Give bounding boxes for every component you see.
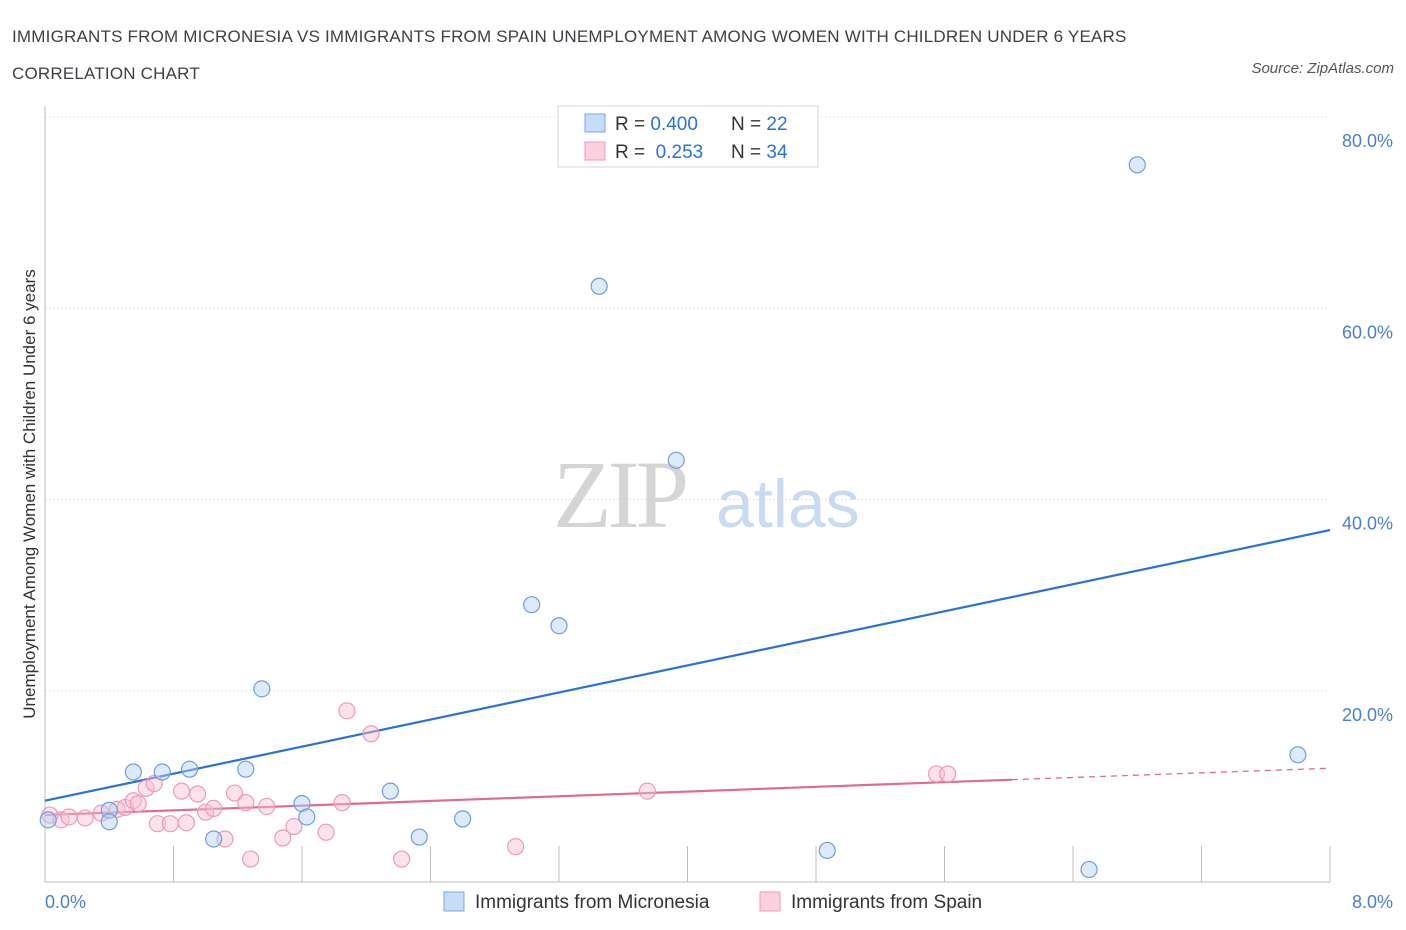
legend-swatch-spain (584, 141, 606, 161)
data-point-spain (137, 779, 155, 797)
data-point-spain (317, 823, 335, 841)
data-point-spain (205, 799, 223, 817)
data-point-spain (638, 782, 656, 800)
r-label-1: R = (615, 114, 650, 135)
bottom-legend-label-micronesia: Immigrants from Micronesia (475, 892, 710, 913)
data-point-micronesia (1080, 860, 1098, 879)
y-tick-label: 80.0% (1342, 131, 1393, 151)
data-point-spain (939, 765, 957, 783)
data-point-spain (285, 817, 303, 836)
data-point-spain (188, 785, 207, 803)
n-value-1: 22 (766, 114, 787, 135)
data-point-micronesia (298, 808, 316, 826)
watermark-zip: ZIP (553, 441, 686, 548)
axes (44, 106, 1331, 883)
r-value-1: 0.400 (650, 114, 698, 135)
y-tick-label: 20.0% (1342, 705, 1393, 725)
data-point-spain (161, 815, 179, 833)
data-point-spain (333, 794, 351, 812)
data-point-micronesia (237, 760, 255, 778)
data-point-micronesia (180, 760, 199, 778)
data-point-micronesia (410, 828, 428, 846)
bottom-legend: Immigrants from Micronesia Immigrants fr… (443, 891, 982, 913)
svg-text:N = 22: N = 22 (731, 114, 788, 135)
data-point-spain (242, 850, 260, 868)
bottom-legend-label-spain: Immigrants from Spain (791, 892, 982, 913)
data-points (39, 156, 1307, 879)
data-point-micronesia (454, 810, 472, 828)
bottom-legend-swatch-micronesia (443, 891, 465, 912)
svg-text:R = 0.253: R = 0.253 (615, 142, 703, 163)
n-value-2: 34 (766, 142, 788, 163)
tick-labels: 20.0% 40.0% 60.0% 80.0% 0.0% 8.0% (45, 131, 1393, 912)
data-point-spain (197, 803, 215, 821)
data-point-spain (274, 829, 292, 847)
data-point-micronesia (550, 617, 568, 635)
data-point-micronesia (381, 782, 399, 800)
data-point-micronesia (667, 451, 685, 469)
data-point-spain (148, 815, 167, 833)
data-point-spain (225, 784, 244, 802)
chart-title: IMMIGRANTS FROM MICRONESIA VS IMMIGRANTS… (12, 27, 1127, 83)
y-axis-label: Unemployment Among Women with Children U… (20, 269, 39, 718)
r-value-2: 0.253 (650, 142, 703, 163)
data-point-micronesia (1289, 746, 1307, 764)
data-point-spain (362, 725, 380, 743)
legend-swatch-micronesia (584, 113, 606, 133)
data-point-micronesia (100, 813, 118, 831)
trend-lines (44, 529, 1331, 817)
y-tick-label: 60.0% (1342, 322, 1393, 342)
grid-lines (45, 116, 1330, 692)
data-point-spain (392, 850, 411, 868)
source-label: Source: ZipAtlas.com (1251, 60, 1394, 77)
data-point-spain (237, 794, 255, 812)
data-point-micronesia (590, 277, 608, 295)
data-point-micronesia (293, 794, 311, 813)
data-point-spain (124, 792, 142, 810)
data-point-spain (338, 702, 356, 720)
data-point-micronesia (39, 811, 57, 829)
watermark: ZIP atlas (553, 441, 860, 548)
data-point-spain (177, 814, 195, 832)
bottom-legend-swatch-spain (759, 891, 781, 912)
watermark-atlas: atlas (716, 466, 860, 542)
n-label-1: N = (731, 114, 766, 135)
data-point-micronesia (124, 763, 142, 781)
y-tick-label: 40.0% (1342, 514, 1393, 534)
data-point-micronesia (205, 830, 223, 848)
x-tick-label: 8.0% (1352, 892, 1393, 912)
n-label-2: N = (731, 142, 766, 163)
r-label-2: R = (615, 142, 650, 163)
data-point-micronesia (253, 680, 271, 698)
data-point-spain (172, 782, 191, 800)
data-point-spain (129, 794, 147, 813)
data-point-micronesia (1128, 156, 1146, 174)
svg-text:N = 34: N = 34 (731, 142, 788, 163)
data-point-spain (258, 797, 276, 816)
svg-text:R = 0.400: R = 0.400 (615, 114, 698, 135)
data-point-spain (507, 838, 525, 856)
data-point-micronesia (153, 763, 171, 781)
trend-line-micronesia (44, 529, 1331, 802)
data-point-spain (60, 808, 78, 826)
stats-legend: R = 0.400 N = 22 R = 0.253 N = 34 (557, 105, 819, 168)
data-point-spain (76, 809, 94, 827)
trend-line-spain-extension (1011, 767, 1331, 781)
data-point-micronesia (523, 596, 541, 614)
data-point-micronesia (818, 841, 836, 860)
x-tick-label: 0.0% (45, 892, 86, 912)
